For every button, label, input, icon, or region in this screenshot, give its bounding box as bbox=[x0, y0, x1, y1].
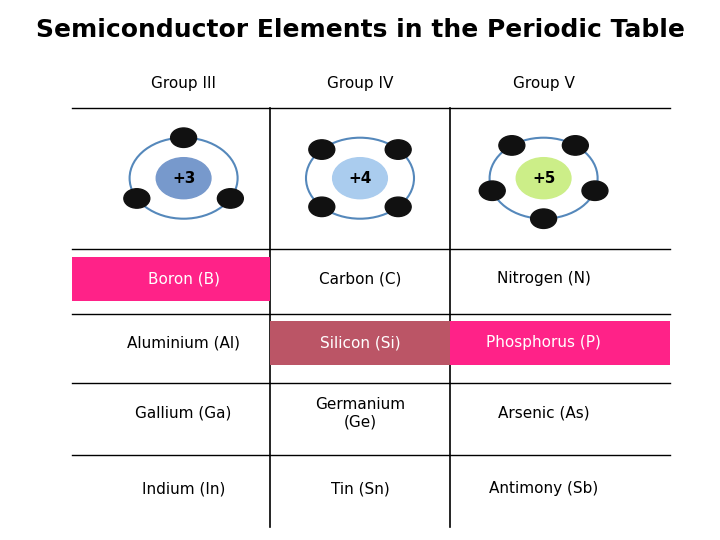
Circle shape bbox=[499, 136, 525, 155]
Text: Group V: Group V bbox=[513, 76, 575, 91]
Text: Semiconductor Elements in the Periodic Table: Semiconductor Elements in the Periodic T… bbox=[35, 18, 685, 42]
Text: Nitrogen (N): Nitrogen (N) bbox=[497, 271, 590, 286]
Circle shape bbox=[516, 158, 571, 199]
Text: Gallium (Ga): Gallium (Ga) bbox=[135, 406, 232, 421]
Circle shape bbox=[217, 189, 243, 208]
Circle shape bbox=[124, 189, 150, 208]
Text: +4: +4 bbox=[348, 171, 372, 186]
FancyBboxPatch shape bbox=[450, 321, 670, 365]
Circle shape bbox=[156, 158, 211, 199]
Text: Aluminium (Al): Aluminium (Al) bbox=[127, 335, 240, 350]
Text: Arsenic (As): Arsenic (As) bbox=[498, 406, 590, 421]
Circle shape bbox=[333, 158, 387, 199]
Text: Group III: Group III bbox=[151, 76, 216, 91]
Text: Phosphorus (P): Phosphorus (P) bbox=[486, 335, 601, 350]
Text: Antimony (Sb): Antimony (Sb) bbox=[489, 481, 598, 496]
Circle shape bbox=[562, 136, 588, 155]
Circle shape bbox=[171, 128, 197, 147]
Text: Germanium
(Ge): Germanium (Ge) bbox=[315, 397, 405, 429]
Circle shape bbox=[531, 209, 557, 228]
FancyBboxPatch shape bbox=[270, 321, 450, 365]
Text: +5: +5 bbox=[532, 171, 555, 186]
Text: +3: +3 bbox=[172, 171, 195, 186]
Circle shape bbox=[582, 181, 608, 200]
Text: Indium (In): Indium (In) bbox=[142, 481, 225, 496]
Text: Group IV: Group IV bbox=[327, 76, 393, 91]
Text: Silicon (Si): Silicon (Si) bbox=[320, 335, 400, 350]
Circle shape bbox=[309, 197, 335, 217]
Circle shape bbox=[309, 140, 335, 159]
Text: Boron (B): Boron (B) bbox=[148, 271, 220, 286]
Text: Tin (Sn): Tin (Sn) bbox=[330, 481, 390, 496]
Text: Carbon (C): Carbon (C) bbox=[319, 271, 401, 286]
FancyBboxPatch shape bbox=[72, 256, 270, 301]
Circle shape bbox=[480, 181, 505, 200]
Circle shape bbox=[385, 140, 411, 159]
Circle shape bbox=[385, 197, 411, 217]
